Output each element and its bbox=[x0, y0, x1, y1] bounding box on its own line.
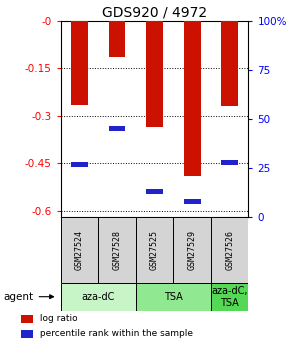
Bar bbox=[71, 162, 88, 167]
Bar bbox=[61, 217, 98, 283]
Text: GSM27524: GSM27524 bbox=[75, 230, 84, 270]
Text: GSM27528: GSM27528 bbox=[112, 230, 122, 270]
Bar bbox=[221, 21, 238, 106]
Title: GDS920 / 4972: GDS920 / 4972 bbox=[102, 6, 207, 20]
Text: log ratio: log ratio bbox=[38, 314, 78, 323]
Text: agent: agent bbox=[3, 292, 33, 302]
Bar bbox=[61, 283, 136, 310]
Bar bbox=[211, 283, 248, 310]
Bar bbox=[221, 160, 238, 165]
Bar bbox=[21, 330, 33, 338]
Bar bbox=[184, 199, 201, 204]
Text: GSM27526: GSM27526 bbox=[225, 230, 234, 270]
Bar bbox=[108, 21, 125, 57]
Text: percentile rank within the sample: percentile rank within the sample bbox=[38, 329, 193, 338]
Bar bbox=[136, 283, 211, 310]
Text: GSM27529: GSM27529 bbox=[188, 230, 197, 270]
Bar bbox=[184, 21, 201, 176]
Bar bbox=[146, 189, 163, 194]
Text: aza-dC,
TSA: aza-dC, TSA bbox=[211, 286, 248, 307]
Bar bbox=[146, 21, 163, 127]
Text: aza-dC: aza-dC bbox=[82, 292, 115, 302]
Text: TSA: TSA bbox=[164, 292, 183, 302]
Bar bbox=[136, 217, 173, 283]
Bar bbox=[21, 315, 33, 323]
Bar bbox=[211, 217, 248, 283]
Bar bbox=[98, 217, 136, 283]
Bar bbox=[71, 21, 88, 105]
Bar bbox=[173, 217, 211, 283]
Text: GSM27525: GSM27525 bbox=[150, 230, 159, 270]
Bar bbox=[108, 126, 125, 131]
